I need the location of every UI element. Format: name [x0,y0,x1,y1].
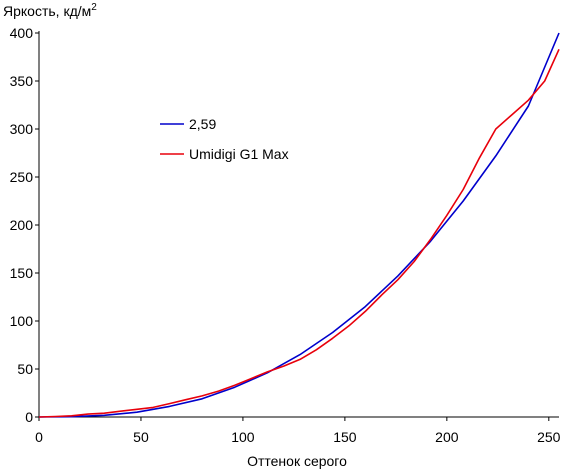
y-tick-label: 300 [10,121,34,137]
x-tick-label: 50 [133,429,149,445]
legend-label-1: 2,59 [189,116,216,132]
y-tick-label: 150 [10,265,34,281]
x-axis-title: Оттенок серого [247,453,347,469]
y-tick-label: 0 [25,409,33,425]
y-tick-label: 200 [10,217,34,233]
series-line-2 [38,48,560,418]
x-tick-label: 0 [35,429,43,445]
x-tick-label: 150 [333,429,357,445]
legend-label-2: Umidigi G1 Max [189,146,289,162]
y-tick-label: 100 [10,313,34,329]
x-tick-label: 200 [435,429,459,445]
plot-area: 0 50 100 150 200 250 300 350 400 0 50 100 150 200 250 [10,25,561,445]
x-tick-label: 100 [231,429,255,445]
y-tick-label: 50 [17,361,33,377]
series-line-1 [38,32,560,418]
y-tick-label: 400 [10,25,34,41]
y-axis-title: Яркость, кд/м2 [3,2,97,19]
y-tick-label: 350 [10,73,34,89]
y-tick-label: 250 [10,169,34,185]
x-tick-label: 250 [537,429,561,445]
legend: 2,59 Umidigi G1 Max [160,116,289,162]
